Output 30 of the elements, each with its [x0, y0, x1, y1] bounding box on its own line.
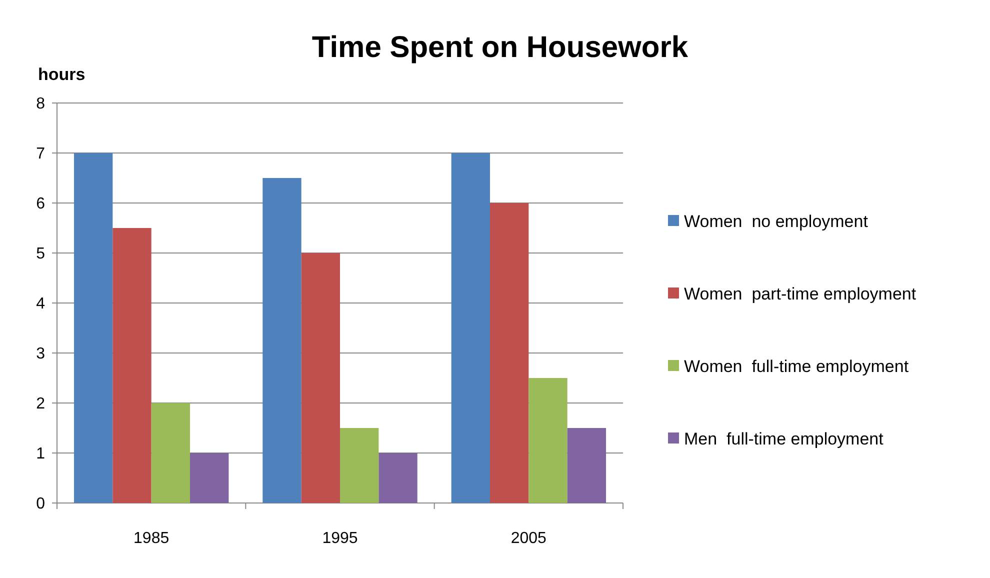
- bar: [301, 253, 340, 503]
- y-tick-label: 0: [36, 496, 46, 513]
- legend-label: Women no employment: [684, 212, 868, 231]
- bar: [112, 228, 152, 503]
- chart-title: Time Spent on Housework: [312, 31, 688, 64]
- y-tick-label: 8: [36, 96, 46, 113]
- bar: [74, 153, 113, 503]
- y-tick-label: 3: [36, 346, 46, 363]
- x-tick-label: 2005: [510, 530, 547, 547]
- y-tick-label: 4: [36, 296, 46, 313]
- legend-label: Women part-time employment: [684, 284, 916, 304]
- bar: [190, 453, 229, 503]
- bar: [528, 378, 568, 503]
- bar: [151, 403, 190, 503]
- y-tick-label: 1: [36, 446, 46, 463]
- bar: [262, 178, 302, 503]
- bar: [451, 153, 490, 503]
- y-tick-label: 6: [36, 196, 46, 213]
- bar: [567, 428, 606, 503]
- x-tick-label: 1995: [322, 530, 358, 547]
- x-tick-label: 1985: [134, 530, 170, 547]
- bar: [378, 453, 418, 503]
- legend-label: Women full-time employment: [684, 356, 909, 376]
- bar: [490, 203, 529, 503]
- y-axis-title: hours: [38, 65, 86, 84]
- y-tick-label: 7: [36, 146, 46, 163]
- y-tick-label: 2: [36, 396, 46, 413]
- legend-label: Men full-time employment: [684, 429, 884, 448]
- y-tick-label: 5: [36, 246, 46, 263]
- bar: [340, 428, 379, 503]
